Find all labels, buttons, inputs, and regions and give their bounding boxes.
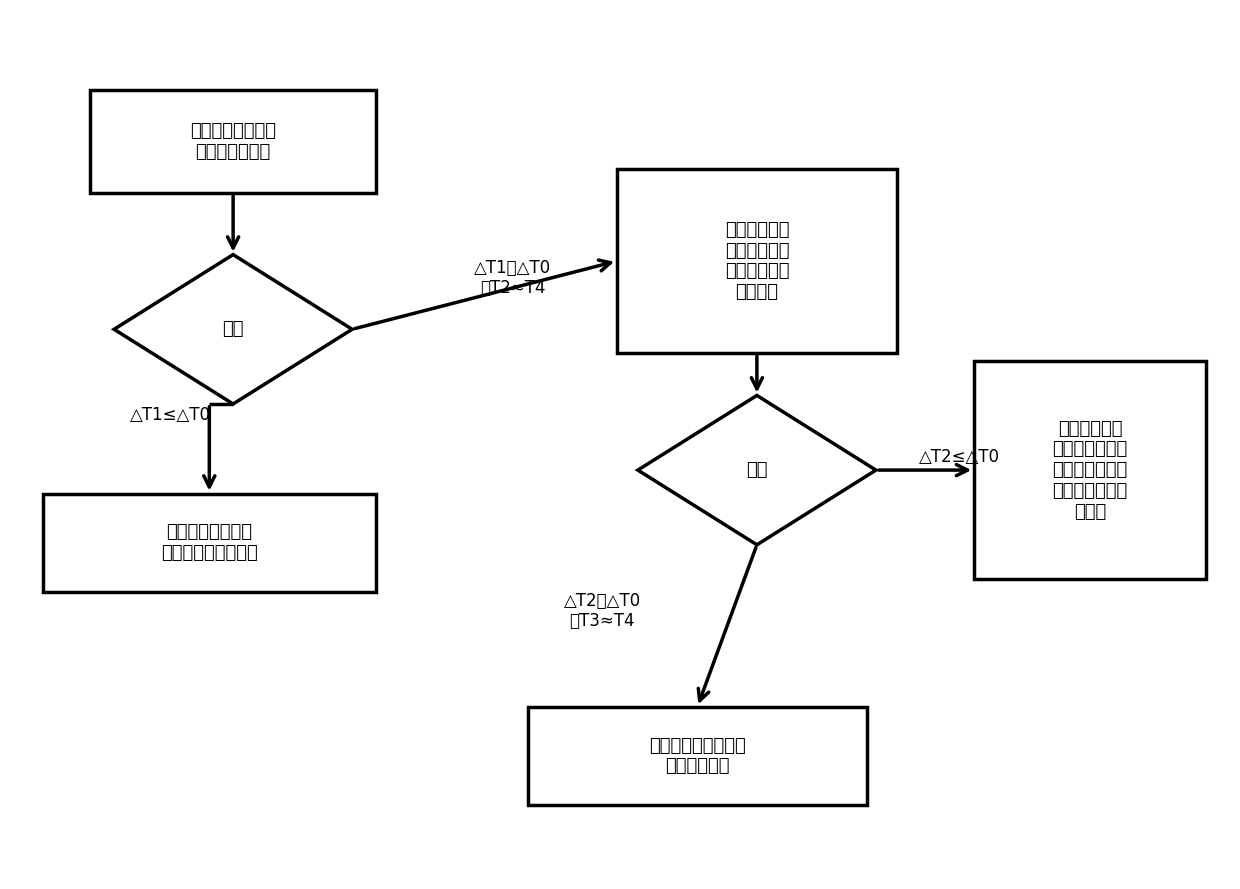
- Text: 比较: 比较: [746, 461, 768, 479]
- Text: 压缩机停机，系统报
油分离器故障: 压缩机停机，系统报 油分离器故障: [649, 737, 745, 775]
- Text: △T1＞△T0
或T2≈T4: △T1＞△T0 或T2≈T4: [475, 259, 552, 298]
- Bar: [528, 707, 867, 805]
- Text: △T2≤△T0: △T2≤△T0: [919, 448, 999, 467]
- Bar: [91, 91, 376, 193]
- Text: 压缩机正常运
行，系统报主回
油管路堵塞故障
或主回油管路回
油不畅: 压缩机正常运 行，系统报主回 油管路堵塞故障 或主回油管路回 油不畅: [1053, 420, 1128, 521]
- Bar: [975, 361, 1207, 579]
- Text: 压缩机正常运
行，电磁阀开
启，备用回油
管路启用: 压缩机正常运 行，电磁阀开 启，备用回油 管路启用: [724, 220, 789, 301]
- Polygon shape: [114, 254, 352, 404]
- Bar: [42, 493, 376, 592]
- Text: 比较: 比较: [222, 320, 244, 339]
- Polygon shape: [637, 396, 875, 545]
- Bar: [618, 169, 897, 353]
- Text: 主回油管路回油正
常，压缩机正常运行: 主回油管路回油正 常，压缩机正常运行: [161, 524, 258, 562]
- Text: △T1≤△T0: △T1≤△T0: [129, 405, 211, 424]
- Text: △T2＞△T0
或T3≈T4: △T2＞△T0 或T3≈T4: [564, 591, 641, 630]
- Text: 压缩机启动后几分
钟（程序设定）: 压缩机启动后几分 钟（程序设定）: [190, 122, 277, 161]
